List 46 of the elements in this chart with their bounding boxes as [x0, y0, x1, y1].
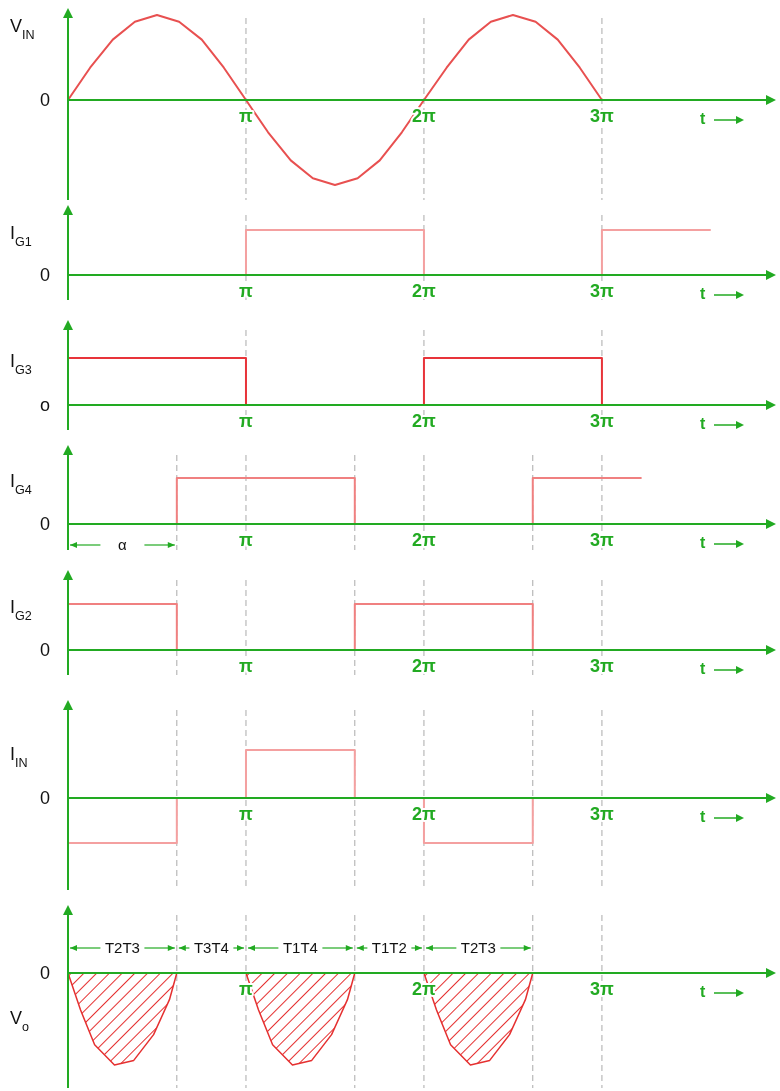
text: 0: [39, 640, 50, 660]
text: 0: [39, 514, 50, 534]
x-tick-label: 3π: [590, 411, 615, 431]
text: 0: [39, 788, 50, 808]
text: T1T4: [282, 939, 318, 956]
text: T3T4: [193, 939, 229, 956]
x-axis-title: t: [700, 415, 706, 432]
y-axis-title: I$_{G1}$: [10, 223, 32, 249]
text: T2T3: [460, 939, 496, 956]
x-tick-label: 3π: [590, 106, 615, 126]
x-tick-label: π: [239, 656, 254, 676]
x-axis-title: t: [700, 660, 706, 677]
y-axis-title: V$_{IN}$: [10, 16, 35, 42]
x-tick-label: π: [239, 106, 254, 126]
x-axis-title: t: [700, 285, 706, 302]
text: 0: [39, 90, 50, 110]
x-tick-label: 2π: [412, 411, 437, 431]
x-tick-label: π: [239, 804, 254, 824]
x-tick-label: 2π: [412, 281, 437, 301]
text: α: [118, 536, 128, 553]
text: 0: [39, 265, 50, 285]
y-axis-title: I$_{G2}$: [10, 597, 32, 624]
x-axis-title: t: [700, 808, 706, 825]
x-axis-title: t: [700, 534, 706, 551]
x-tick-label: π: [239, 281, 254, 301]
x-tick-label: 2π: [412, 656, 437, 676]
x-tick-label: 3π: [590, 804, 615, 824]
x-tick-label: 3π: [590, 530, 615, 550]
y-axis-title: I$_{IN}$: [10, 743, 28, 770]
x-tick-label: 3π: [590, 656, 615, 676]
x-tick-label: 3π: [590, 979, 615, 999]
x-tick-label: 2π: [412, 804, 437, 824]
x-tick-label: π: [239, 530, 254, 550]
y-axis-title: I$_{G3}$: [10, 351, 32, 378]
x-axis-title: t: [700, 110, 706, 127]
text: T2T3: [104, 939, 140, 956]
x-axis-title: t: [700, 983, 706, 1000]
text: T1T2: [371, 939, 407, 956]
x-tick-label: π: [239, 411, 254, 431]
y-axis-title: V$_{o}$: [10, 1007, 30, 1034]
x-tick-label: 3π: [590, 281, 615, 301]
x-tick-label: 2π: [412, 106, 437, 126]
y-axis-title: I$_{G4}$: [10, 471, 32, 498]
text: o: [39, 395, 50, 415]
text: 0: [39, 963, 50, 983]
x-tick-label: 2π: [412, 530, 437, 550]
